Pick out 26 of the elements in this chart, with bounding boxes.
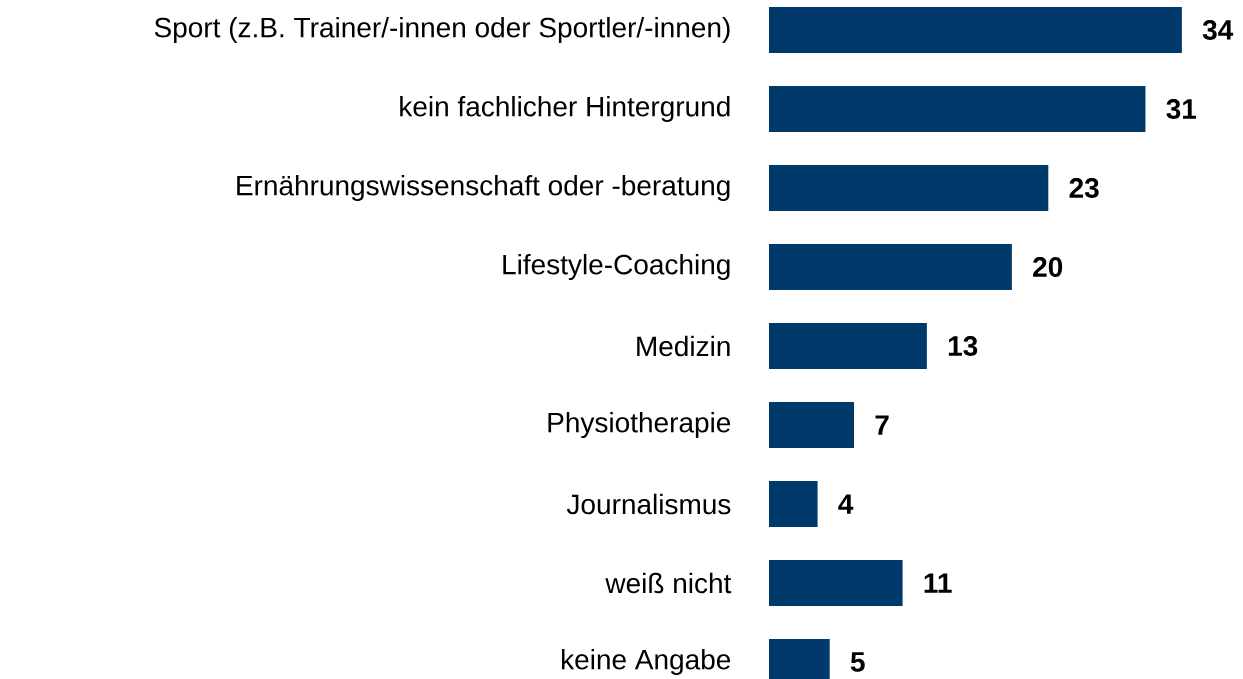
data-label: 31 [1166, 99, 1197, 119]
bar [769, 165, 1049, 212]
y-tick-label: Medizin [637, 335, 730, 357]
y-tick-label: weiß nicht [605, 572, 732, 594]
bar [769, 560, 903, 607]
y-tick-label: Lifestyle-Coaching [503, 253, 730, 281]
data-label: 23 [1069, 178, 1099, 198]
data-label: 11 [924, 573, 952, 593]
y-tick-label: Physiotherapie [548, 411, 731, 439]
data-label: 4 [838, 494, 854, 514]
y-tick-label: Sport (z.B. Trainer/-innen oder Sportler/-innen) [154, 16, 730, 44]
data-label: 5 [850, 652, 865, 672]
data-label: 13 [948, 336, 978, 356]
bar [769, 323, 927, 370]
y-tick-label: keine Angabe [562, 648, 731, 676]
data-label: 34 [1202, 20, 1234, 40]
data-label: 20 [1033, 257, 1063, 277]
data-label: 7 [875, 415, 889, 435]
bar [769, 86, 1146, 133]
bar [769, 481, 818, 528]
y-tick-label: Journalismus [566, 493, 731, 515]
bar [769, 244, 1012, 291]
y-tick-label: Ernährungswissenschaft oder -beratung [237, 174, 730, 202]
bar [769, 7, 1182, 54]
bar [769, 402, 855, 449]
y-tick-label: kein fachlicher Hintergrund [400, 95, 730, 123]
